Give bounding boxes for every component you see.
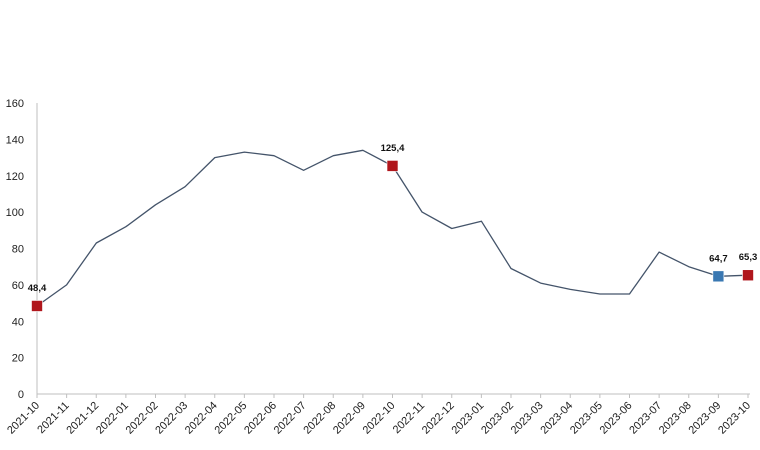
data-label: 125,4 [381,143,405,154]
y-tick-label: 160 [6,98,24,110]
y-tick-label: 120 [6,171,24,183]
data-label: 64,7 [709,253,728,264]
y-axis: 0 20 40 60 80 100 120 140 160 [6,98,38,401]
data-point-marker [31,300,43,312]
data-point-marker [712,270,725,283]
y-tick-label: 100 [6,207,24,219]
marker-layer: 48,4 125,4 64,7 65,3 [28,143,758,312]
x-tick-label: 2021-10 [5,400,42,437]
y-tick-label: 20 [12,353,24,365]
series-line [36,149,749,307]
x-tick-label: 2023-10 [716,400,753,437]
y-tick-label: 140 [6,134,24,146]
y-tick-label: 80 [12,244,24,256]
data-point-marker [742,269,754,282]
y-tick-label: 40 [12,316,24,328]
data-point-marker [386,160,399,172]
x-axis: 2021-102021-112021-122022-012022-022022-… [5,393,753,437]
x-tick-label: 2022-10 [361,400,398,437]
series-layer [36,149,749,307]
data-label: 65,3 [739,252,758,263]
data-label: 48,4 [28,283,47,294]
y-tick-label: 0 [18,389,24,401]
y-tick-label: 60 [12,280,24,292]
